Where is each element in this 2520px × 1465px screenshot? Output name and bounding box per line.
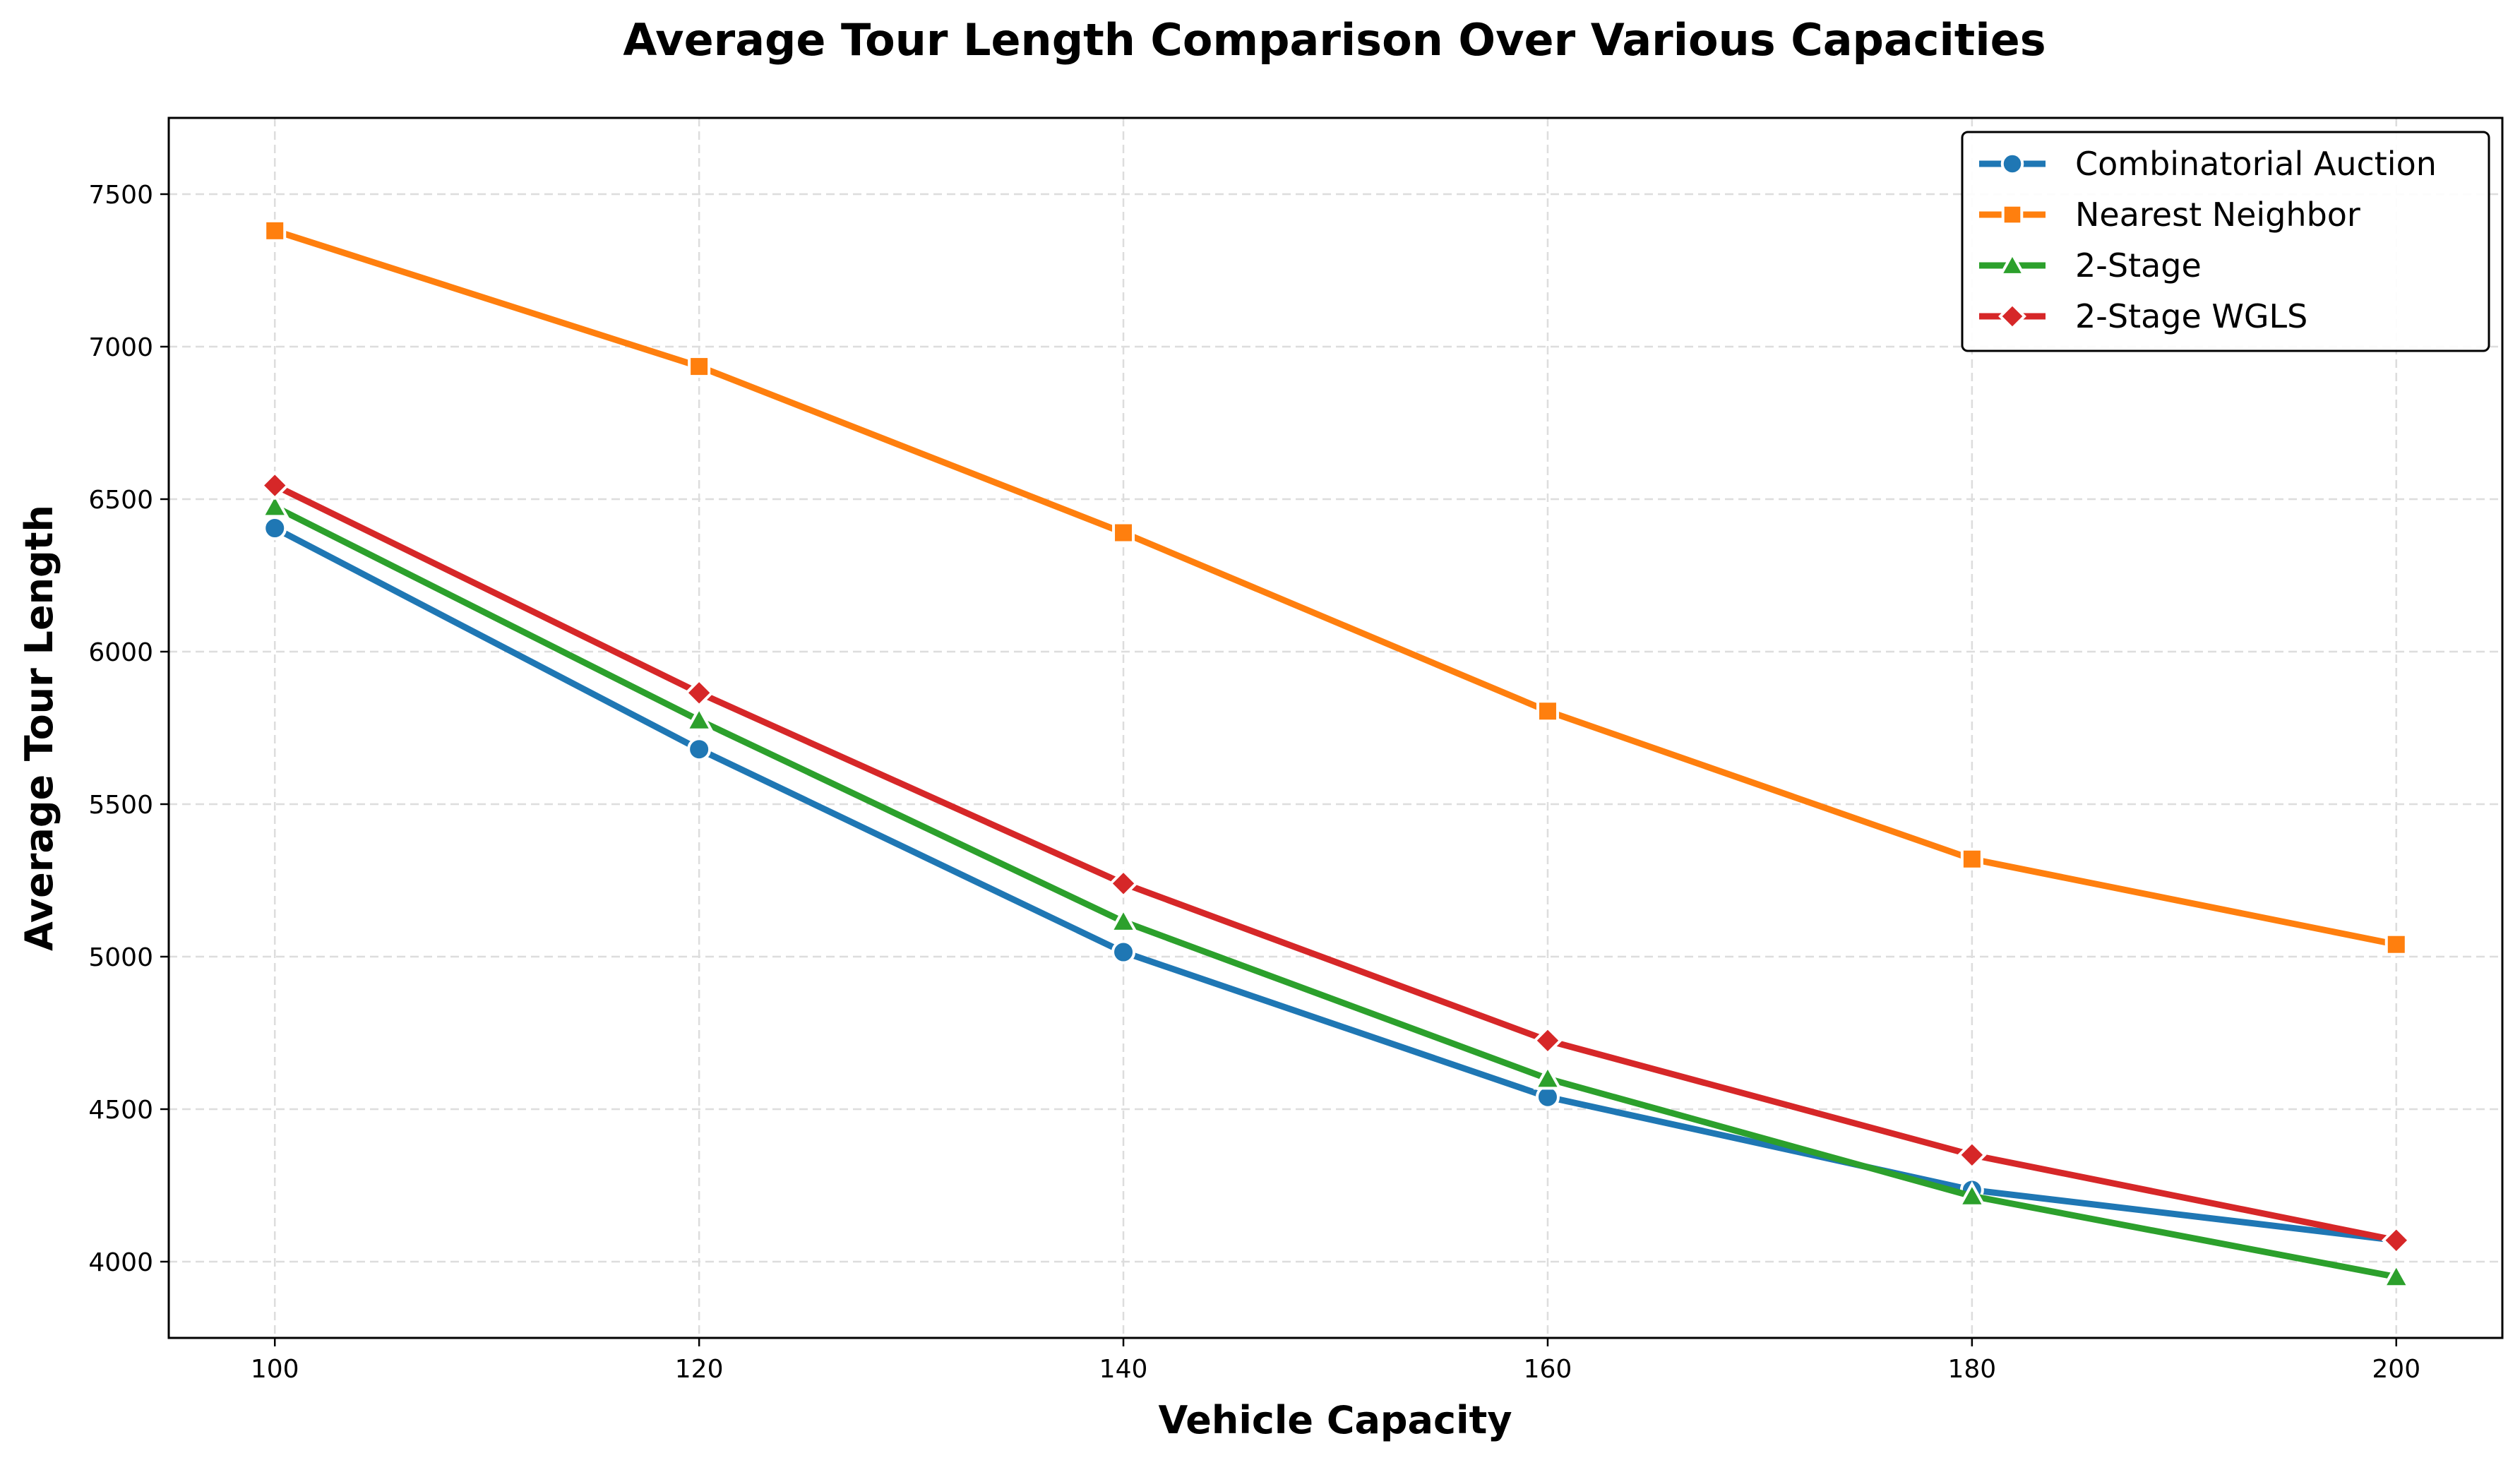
series-3 (260, 491, 2411, 1288)
series-2 (263, 219, 2408, 956)
data-point (684, 678, 714, 708)
data-point (1111, 940, 1136, 964)
data-point (1112, 521, 1135, 544)
data-point (1109, 907, 1138, 933)
legend-item: 2-Stage (1979, 246, 2202, 285)
data-point (688, 355, 711, 378)
data-point (687, 737, 712, 762)
data-point (2384, 933, 2408, 956)
data-point (260, 470, 290, 501)
y-tick-label: 7000 (88, 333, 153, 362)
y-tick-label: 7500 (88, 181, 153, 210)
data-point (2381, 1225, 2411, 1255)
data-point (263, 219, 287, 242)
legend-marker (2000, 152, 2024, 176)
series-line (271, 525, 2400, 1244)
legend-label: 2-Stage (2075, 246, 2202, 285)
legend-box (1961, 131, 2490, 352)
x-tick-label: 100 (251, 1355, 299, 1384)
x-tick-label: 200 (2372, 1355, 2420, 1384)
data-point (1533, 1063, 1563, 1090)
data-point (684, 705, 714, 731)
y-tick-label: 5500 (88, 791, 153, 820)
x-axis-label: Vehicle Capacity (1158, 1398, 1512, 1442)
x-tick-label: 120 (675, 1355, 724, 1384)
series-line (271, 503, 2400, 1281)
x-tick-label: 180 (1948, 1355, 1997, 1384)
legend-label: 2-Stage WGLS (2075, 297, 2307, 335)
legend-item: Nearest Neighbor (1979, 196, 2360, 234)
chart-title: Average Tour Length Comparison Over Vari… (623, 14, 2046, 66)
data-point (260, 491, 289, 518)
y-tick-label: 4500 (88, 1096, 153, 1125)
y-tick-label: 6500 (88, 486, 153, 515)
data-point (1960, 847, 1983, 871)
legend: Combinatorial Auction Nearest Neighbor 2-S… (1961, 131, 2490, 352)
plot-frame (167, 116, 2504, 1339)
series-line (271, 482, 2400, 1244)
data-point (2382, 1262, 2411, 1288)
series-group (260, 219, 2411, 1288)
y-tick-label: 4000 (88, 1248, 153, 1277)
legend-marker (1998, 302, 2026, 330)
y-tick-label: 6000 (88, 638, 153, 667)
legend-item: Combinatorial Auction (1979, 145, 2437, 183)
data-point (263, 516, 287, 541)
series-line (271, 227, 2400, 948)
legend-marker (1998, 251, 2026, 276)
data-point (1957, 1181, 1987, 1207)
legend-label: Nearest Neighbor (2075, 196, 2360, 234)
data-point (1957, 1140, 1987, 1170)
series-4 (260, 470, 2411, 1255)
x-axis: 100 120 140 160 180 200 (251, 1338, 2420, 1384)
y-tick-label: 5000 (88, 943, 153, 972)
x-tick-label: 160 (1524, 1355, 1572, 1384)
legend-label: Combinatorial Auction (2075, 145, 2437, 183)
data-point (1533, 1025, 1563, 1056)
data-point (1109, 868, 1138, 899)
x-tick-label: 140 (1099, 1355, 1148, 1384)
y-axis-label: Average Tour Length (17, 505, 61, 951)
data-point (1536, 700, 1559, 723)
y-axis: 4000 4500 5000 5500 6000 6500 7000 7500 (88, 181, 169, 1277)
legend-item: 2-Stage WGLS (1979, 297, 2307, 335)
legend-marker (2001, 203, 2024, 226)
